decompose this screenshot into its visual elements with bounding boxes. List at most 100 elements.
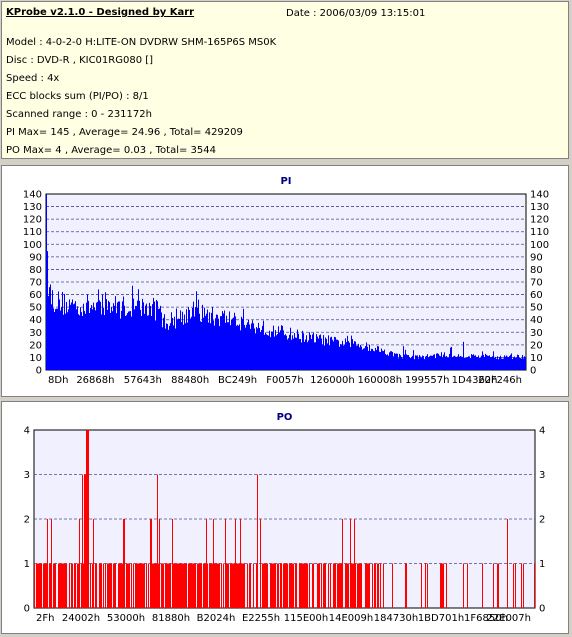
range-line: Scanned range : 0 - 231172h (6, 109, 152, 120)
po-bar (195, 563, 196, 608)
pi-bar (365, 346, 366, 370)
po-bar (367, 563, 368, 608)
pi-bar (495, 356, 496, 370)
pi-bar (487, 355, 488, 370)
po-bar (50, 563, 51, 608)
po-bar (213, 519, 214, 608)
pi-bar (154, 301, 155, 370)
po-bar (372, 563, 373, 608)
po-bar (427, 563, 428, 608)
pi-bar (219, 326, 220, 370)
pi-bar (504, 355, 505, 370)
pi-bar (336, 339, 337, 370)
pi-bar (288, 338, 289, 370)
pi-bar (388, 355, 389, 370)
pi-bar (296, 337, 297, 370)
po-bar (325, 563, 326, 608)
pi-bar (126, 315, 127, 370)
pi-bar (173, 325, 174, 370)
po-bar (150, 519, 151, 608)
pi-bar (521, 358, 522, 370)
pi-bar (366, 342, 367, 370)
pi-bar (456, 357, 457, 370)
pi-bar (264, 334, 265, 370)
pi-bar (322, 344, 323, 370)
po-bar (247, 563, 248, 608)
pi-bar (399, 353, 400, 370)
pi-bar (374, 351, 375, 370)
pi-bar (91, 305, 92, 370)
pi-bar (266, 334, 267, 370)
pi-bar (259, 328, 260, 370)
po-bar (493, 563, 494, 608)
pi-bar (435, 358, 436, 370)
pi-bar (276, 335, 277, 370)
pi-bar (313, 332, 314, 370)
po-bar (78, 563, 79, 608)
pi-ytick-left: 60 (29, 290, 42, 301)
pi-bar (136, 306, 137, 370)
pi-bar (66, 301, 67, 370)
pi-bar (503, 358, 504, 370)
po-bar (133, 563, 134, 608)
pi-bar (411, 357, 412, 370)
po-bar (87, 430, 88, 608)
po-bar (293, 563, 294, 608)
po-bar (285, 563, 286, 608)
po-bar (155, 563, 156, 608)
po-bar (366, 563, 367, 608)
pi-bar (206, 313, 207, 370)
pi-bar (387, 354, 388, 370)
po-chart: PO 0 0 1 1 2 2 3 3 4 4 2Fh 24002h 53000h 81880h B2024h E… (24, 412, 546, 624)
pi-ytick-right: 50 (530, 303, 543, 314)
pi-bar (54, 312, 55, 370)
po-summary-line: PO Max= 4 , Average= 0.03 , Total= 3544 (6, 145, 216, 156)
pi-bar (58, 291, 59, 370)
po-bar (286, 563, 287, 608)
po-bar (157, 474, 158, 608)
pi-bar (239, 324, 240, 370)
pi-bar (480, 357, 481, 370)
pi-bar (146, 303, 147, 370)
po-bar (352, 563, 353, 608)
po-ytick-left: 2 (24, 515, 30, 526)
po-bar (359, 563, 360, 608)
pi-bar (438, 353, 439, 370)
pi-bar (151, 315, 152, 370)
pi-bar (244, 324, 245, 370)
pi-bar (202, 304, 203, 370)
po-bar (240, 519, 241, 608)
pi-bar (369, 344, 370, 370)
pi-bar (381, 348, 382, 370)
pi-ytick-left: 80 (29, 265, 42, 276)
pi-bar (242, 318, 243, 370)
pi-bar (453, 356, 454, 370)
pi-bar (372, 348, 373, 370)
pi-bar (299, 339, 300, 370)
pi-bar (479, 357, 480, 370)
po-bar (153, 563, 154, 608)
po-bar (165, 563, 166, 608)
pi-bar (350, 347, 351, 370)
pi-bar (139, 300, 140, 370)
po-series (34, 430, 535, 608)
pi-bar (150, 306, 151, 370)
pi-bar (464, 357, 465, 370)
pi-bar (431, 355, 432, 370)
pi-bar (330, 337, 331, 370)
pi-xtick: 8Dh (48, 375, 68, 386)
pi-bar (328, 335, 329, 370)
pi-bar (319, 335, 320, 370)
po-bar (178, 563, 179, 608)
pi-bar (273, 325, 274, 370)
po-bar (237, 563, 238, 608)
po-bar (105, 563, 106, 608)
po-chart-panel: PO 0 0 1 1 2 2 3 3 4 4 2Fh 24002h 53000h 81880h B2024h E… (1, 401, 569, 634)
pi-bar (274, 336, 275, 370)
pi-bar (114, 305, 115, 370)
pi-bar (135, 305, 136, 370)
pi-bar (265, 332, 266, 370)
pi-bar (59, 299, 60, 370)
po-bar (442, 563, 443, 608)
